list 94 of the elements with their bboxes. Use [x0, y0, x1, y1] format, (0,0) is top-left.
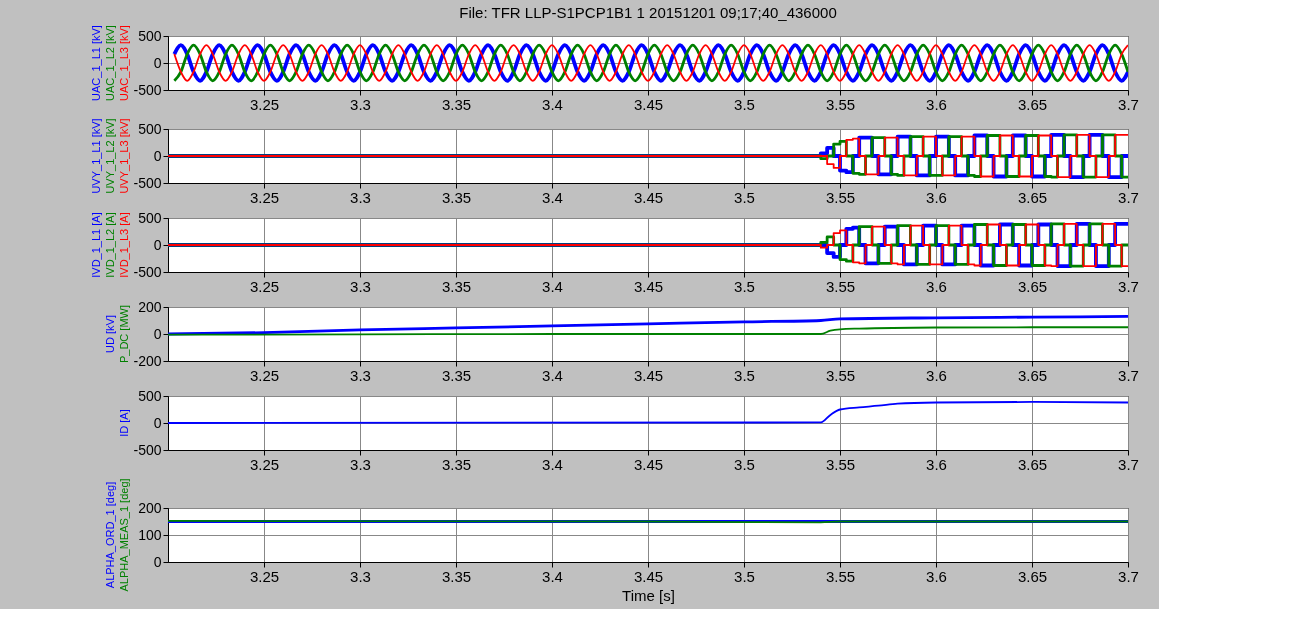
x-tick-label: 3.35: [441, 95, 472, 113]
x-tick-label: 3.3: [350, 95, 371, 113]
y-tick-label: 500: [138, 387, 162, 404]
x-tick-label: 3.7: [1118, 188, 1139, 206]
x-axis-title: Time [s]: [622, 586, 675, 604]
text: UVY_1_L1 [kV]: [90, 118, 102, 194]
text: P_DC [MW]: [118, 304, 130, 364]
x-tick-label: 3.5: [734, 366, 755, 384]
x-tick-label: 3.3: [350, 277, 371, 295]
y-tick-label: -500: [133, 81, 162, 98]
x-tick-label: 3.7: [1118, 567, 1139, 585]
x-tick-label: 3.4: [542, 277, 563, 295]
x-tick-label: 3.3: [350, 366, 371, 384]
chart-title: File: TFR LLP-S1PCP1B1 1 20151201 09;17;40_436000: [459, 4, 837, 22]
x-tick-label: 3.25: [249, 567, 280, 585]
y-tick-label: 500: [138, 120, 162, 137]
x-tick-label: 3.3: [350, 567, 371, 585]
y-tick-label: 0: [153, 414, 162, 431]
y-tick-label: 0: [153, 147, 162, 164]
y-tick-label: 200: [138, 298, 162, 315]
x-tick-label: 3.45: [633, 188, 664, 206]
text: UVY_1_L2 [kV]: [104, 118, 116, 194]
text: IVD_1_L1 [A]: [90, 212, 102, 278]
y-tick-label: 500: [138, 27, 162, 44]
text: UAC_1_L2 [kV]: [104, 25, 116, 101]
x-tick-label: 3.4: [542, 567, 563, 585]
x-tick-label: 3.55: [825, 455, 856, 473]
x-tick-label: 3.25: [249, 455, 280, 473]
x-tick-label: 3.4: [542, 95, 563, 113]
x-tick-label: 3.65: [1017, 188, 1048, 206]
x-tick-label: 3.55: [825, 188, 856, 206]
y-tick-label: -500: [133, 174, 162, 191]
x-tick-label: 3.65: [1017, 95, 1048, 113]
y-tick-label: -500: [133, 441, 162, 458]
y-tick-label: 0: [153, 325, 162, 342]
x-tick-label: 3.6: [926, 567, 947, 585]
x-tick-label: 3.45: [633, 366, 664, 384]
x-tick-label: 3.35: [441, 277, 472, 295]
text: ID [A]: [118, 409, 130, 437]
text: UVY_1_L3 [kV]: [118, 118, 130, 194]
x-tick-label: 3.6: [926, 95, 947, 113]
x-tick-label: 3.35: [441, 567, 472, 585]
x-tick-label: 3.65: [1017, 277, 1048, 295]
y-tick-label: 0: [153, 553, 162, 570]
x-tick-label: 3.6: [926, 366, 947, 384]
x-tick-label: 3.5: [734, 188, 755, 206]
x-tick-label: 3.65: [1017, 455, 1048, 473]
text: ALPHA_MEAS_1 [deg]: [118, 478, 130, 592]
y-tick-label: 500: [138, 209, 162, 226]
x-tick-label: 3.55: [825, 95, 856, 113]
y-tick-label: -500: [133, 263, 162, 280]
x-tick-label: 3.35: [441, 188, 472, 206]
y-tick-label: 0: [153, 236, 162, 253]
text: IVD_1_L2 [A]: [104, 212, 116, 278]
x-tick-label: 3.45: [633, 277, 664, 295]
x-tick-label: 3.25: [249, 366, 280, 384]
x-tick-label: 3.3: [350, 188, 371, 206]
y-tick-label: 200: [138, 499, 162, 516]
x-tick-label: 3.45: [633, 455, 664, 473]
x-tick-label: 3.7: [1118, 455, 1139, 473]
x-tick-label: 3.65: [1017, 567, 1048, 585]
x-tick-label: 3.5: [734, 455, 755, 473]
x-tick-label: 3.4: [542, 366, 563, 384]
y-tick-label: 100: [138, 526, 162, 543]
x-tick-label: 3.7: [1118, 366, 1139, 384]
y-tick-label: 0: [153, 54, 162, 71]
text: UAC_1_L1 [kV]: [90, 25, 102, 101]
x-tick-label: 3.3: [350, 455, 371, 473]
x-tick-label: 3.6: [926, 277, 947, 295]
x-tick-label: 3.35: [441, 366, 472, 384]
x-tick-label: 3.5: [734, 95, 755, 113]
x-tick-label: 3.25: [249, 95, 280, 113]
x-tick-label: 3.55: [825, 277, 856, 295]
x-tick-label: 3.5: [734, 567, 755, 585]
x-tick-label: 3.4: [542, 188, 563, 206]
text: IVD_1_L3 [A]: [118, 212, 130, 278]
x-tick-label: 3.5: [734, 277, 755, 295]
x-tick-label: 3.35: [441, 455, 472, 473]
x-tick-label: 3.25: [249, 277, 280, 295]
x-tick-label: 3.55: [825, 567, 856, 585]
x-tick-label: 3.45: [633, 567, 664, 585]
x-tick-label: 3.65: [1017, 366, 1048, 384]
x-tick-label: 3.25: [249, 188, 280, 206]
x-tick-label: 3.6: [926, 455, 947, 473]
x-tick-label: 3.7: [1118, 277, 1139, 295]
x-tick-label: 3.7: [1118, 95, 1139, 113]
x-tick-label: 3.4: [542, 455, 563, 473]
y-tick-label: -200: [133, 352, 162, 369]
x-tick-label: 3.55: [825, 366, 856, 384]
text: UAC_1_L3 [kV]: [118, 25, 130, 101]
text: ALPHA_ORD_1 [deg]: [104, 481, 116, 589]
text: UD [kV]: [104, 315, 116, 353]
x-tick-label: 3.6: [926, 188, 947, 206]
x-tick-label: 3.45: [633, 95, 664, 113]
